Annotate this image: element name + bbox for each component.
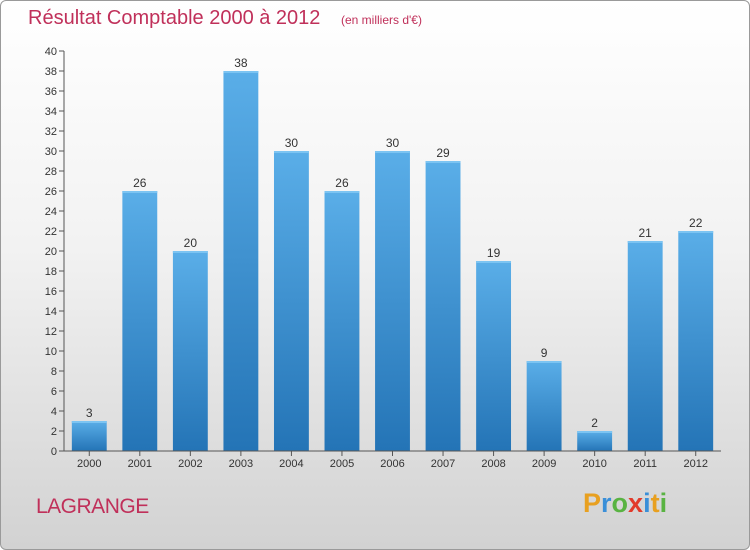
bar-2011	[627, 241, 663, 451]
data-label-2010: 2	[591, 416, 598, 430]
data-label-2001: 26	[133, 176, 147, 190]
y-tick-label: 36	[45, 86, 57, 98]
bar-2006	[375, 151, 410, 451]
y-tick-label: 20	[45, 246, 57, 258]
x-tick-label-2003: 2003	[229, 458, 253, 470]
y-tick-label: 24	[45, 206, 57, 218]
chart-subtitle: (en milliers d'€)	[341, 13, 422, 27]
logo-letter: o	[611, 488, 629, 518]
data-label-2007: 29	[436, 146, 450, 160]
y-tick-label: 26	[45, 186, 57, 198]
y-tick-label: 6	[51, 386, 57, 398]
bar-top-highlight	[172, 251, 208, 253]
chart-title: Résultat Comptable 2000 à 2012	[28, 7, 321, 29]
bar-2012	[678, 231, 714, 451]
data-label-2002: 20	[184, 236, 198, 250]
y-tick-label: 32	[45, 126, 57, 138]
bar-2004	[273, 151, 309, 451]
x-tick-label-2004: 2004	[279, 458, 303, 470]
y-tick-label: 0	[51, 446, 57, 458]
x-tick-label-2000: 2000	[77, 458, 101, 470]
bar-2001	[122, 191, 158, 451]
y-tick-label: 8	[51, 366, 57, 378]
bar-top-highlight	[526, 361, 562, 363]
bar-top-highlight	[678, 231, 714, 233]
bar-top-highlight	[476, 261, 512, 263]
data-label-2008: 19	[487, 246, 501, 260]
x-tick-label-2011: 2011	[633, 458, 657, 470]
place-name: LAGRANGE	[36, 495, 149, 518]
logo-letter: P	[583, 488, 602, 518]
bar-top-highlight	[273, 151, 309, 153]
y-tick-label: 18	[45, 266, 57, 278]
bar-2010	[577, 431, 613, 451]
bar-2007	[425, 161, 461, 451]
y-tick-label: 12	[45, 326, 57, 338]
x-tick-label-2008: 2008	[481, 458, 505, 470]
x-tick-label-2009: 2009	[532, 458, 556, 470]
x-tick-label-2006: 2006	[380, 458, 404, 470]
data-label-2011: 21	[639, 226, 653, 240]
y-tick-label: 14	[45, 306, 57, 318]
x-tick-label-2010: 2010	[582, 458, 606, 470]
bar-top-highlight	[324, 191, 360, 193]
y-tick-label: 28	[45, 166, 57, 178]
bar-top-highlight	[425, 161, 461, 163]
bar-top-highlight	[223, 71, 259, 73]
data-label-2003: 38	[234, 56, 248, 70]
logo-letter: i	[659, 488, 668, 518]
x-tick-label-2001: 2001	[128, 458, 152, 470]
y-tick-label: 40	[45, 46, 57, 58]
y-tick-label: 30	[45, 146, 57, 158]
x-tick-label-2012: 2012	[683, 458, 707, 470]
logo-letter: x	[628, 488, 644, 518]
data-label-2005: 26	[335, 176, 349, 190]
y-tick-label: 16	[45, 286, 57, 298]
bar-top-highlight	[577, 431, 613, 433]
bar-2003	[223, 71, 259, 451]
bar-2008	[476, 261, 512, 451]
bar-2000	[71, 421, 107, 451]
x-tick-label-2002: 2002	[178, 458, 202, 470]
y-tick-label: 34	[45, 106, 57, 118]
data-label-2004: 30	[285, 136, 299, 150]
bar-top-highlight	[122, 191, 158, 193]
x-tick-label-2007: 2007	[431, 458, 455, 470]
data-label-2000: 3	[86, 406, 93, 420]
logo-letter: r	[601, 488, 612, 518]
x-tick-label-2005: 2005	[330, 458, 354, 470]
logo-letter: t	[650, 488, 660, 518]
bar-2005	[324, 191, 360, 451]
bar-top-highlight	[375, 151, 410, 153]
bar-2002	[172, 251, 208, 451]
proxiti-logo: Proxiti	[583, 488, 667, 519]
bar-top-highlight	[71, 421, 107, 423]
logo-letter: i	[643, 488, 651, 518]
bar-top-highlight	[627, 241, 663, 243]
y-tick-label: 4	[51, 406, 57, 418]
data-label-2012: 22	[689, 216, 703, 230]
y-tick-label: 10	[45, 346, 57, 358]
y-tick-label: 22	[45, 226, 57, 238]
y-tick-label: 38	[45, 66, 57, 78]
data-label-2009: 9	[541, 346, 548, 360]
data-label-2006: 30	[386, 136, 400, 150]
y-tick-label: 2	[51, 426, 57, 438]
bar-2009	[526, 361, 562, 451]
